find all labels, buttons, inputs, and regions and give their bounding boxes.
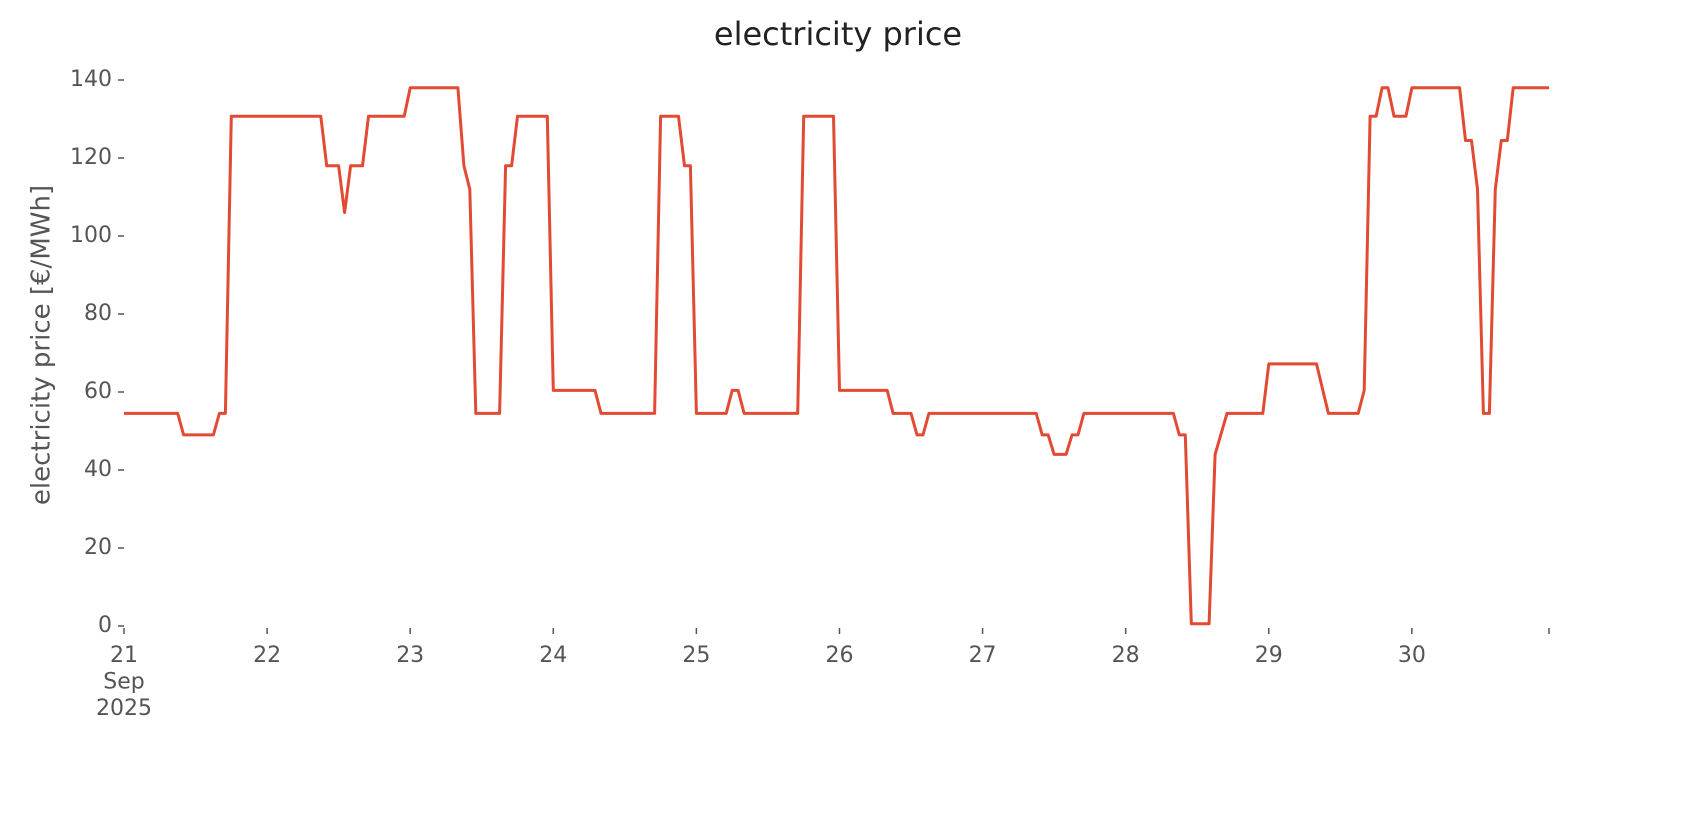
y-tick-label: 60 (84, 379, 112, 404)
x-tick-label: 23 (396, 643, 424, 668)
x-tick-label: 29 (1255, 643, 1283, 668)
y-tick-label: 20 (84, 535, 112, 560)
x-tick-label: 24 (539, 643, 567, 668)
x-tick-label: 25 (682, 643, 710, 668)
y-tick-label: 100 (70, 223, 112, 248)
y-tick-label: 140 (70, 67, 112, 92)
x-tick-label: 22 (253, 643, 281, 668)
y-tick-label: 80 (84, 301, 112, 326)
x-tick-label: 28 (1112, 643, 1140, 668)
x-tick-label: 30 (1398, 643, 1426, 668)
y-axis-label: electricity price [€/MWh] (27, 185, 57, 505)
y-tick-label: 120 (70, 145, 112, 170)
y-tick-label: 0 (98, 613, 112, 638)
chart-title: electricity price (714, 15, 962, 53)
data-line (124, 86, 1549, 626)
x-tick-label: 26 (825, 643, 853, 668)
y-tick-label: 40 (84, 457, 112, 482)
x-tick-label: 27 (969, 643, 997, 668)
x-tick-label: 21 Sep 2025 (96, 643, 152, 721)
